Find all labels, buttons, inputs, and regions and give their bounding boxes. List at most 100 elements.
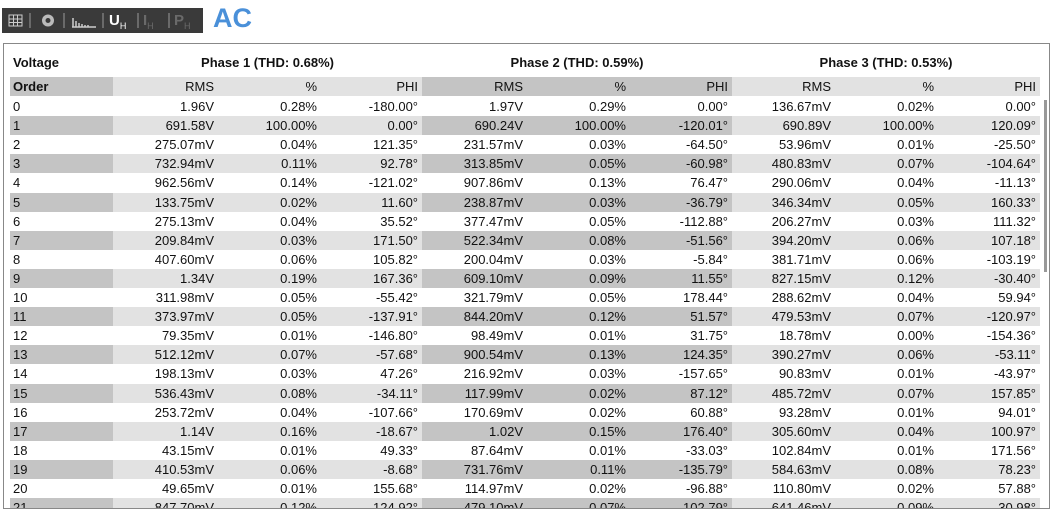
value-cell: -11.13°: [938, 173, 1040, 193]
value-cell: 76.47°: [630, 173, 732, 193]
column-header: RMS: [422, 77, 527, 96]
phase-header: Phase 2 (THD: 0.59%): [510, 55, 644, 70]
value-cell: 0.02%: [218, 192, 321, 212]
value-cell: 0.08%: [835, 459, 938, 479]
order-cell: 16: [10, 402, 113, 422]
value-cell: 11.55°: [630, 268, 732, 288]
value-cell: 732.94mV: [113, 154, 218, 174]
value-cell: 641.46mV: [732, 498, 835, 508]
toolbar-subscript: H: [184, 21, 191, 31]
value-cell: 0.02%: [835, 479, 938, 498]
value-cell: 0.00°: [321, 116, 422, 136]
value-cell: 100.00%: [527, 116, 630, 136]
value-cell: 18.78mV: [732, 326, 835, 346]
value-cell: -53.11°: [938, 345, 1040, 365]
value-cell: 962.56mV: [113, 173, 218, 193]
value-cell: 0.09%: [835, 498, 938, 508]
order-cell: 14: [10, 364, 113, 384]
column-header: PHI: [321, 77, 422, 96]
value-cell: 0.01%: [835, 135, 938, 155]
toolbar-label: P: [174, 12, 185, 29]
toolbar-button[interactable]: PH: [174, 8, 191, 33]
value-cell: -51.56°: [630, 230, 732, 250]
value-cell: 0.05%: [527, 154, 630, 174]
value-cell: 0.01%: [218, 440, 321, 460]
value-cell: 100.97°: [938, 421, 1040, 441]
value-cell: 100.00%: [835, 116, 938, 136]
value-cell: 0.06%: [835, 230, 938, 250]
toolbar-subscript: H: [147, 21, 154, 31]
value-cell: 847.70mV: [113, 498, 218, 508]
value-cell: 0.05%: [527, 288, 630, 307]
value-cell: 512.12mV: [113, 345, 218, 365]
value-cell: -121.02°: [321, 173, 422, 193]
value-cell: 275.07mV: [113, 135, 218, 155]
order-cell: 2: [10, 135, 113, 155]
value-cell: -135.79°: [630, 459, 732, 479]
value-cell: 313.85mV: [422, 154, 527, 174]
value-cell: -43.97°: [938, 364, 1040, 384]
value-cell: 0.06%: [835, 249, 938, 269]
value-cell: 0.02%: [835, 97, 938, 116]
value-cell: -60.98°: [630, 154, 732, 174]
value-cell: 0.08%: [527, 230, 630, 250]
value-cell: 171.56°: [938, 440, 1040, 460]
column-header: RMS: [732, 77, 835, 96]
value-cell: 47.26°: [321, 364, 422, 384]
toolbar-button[interactable]: UH: [109, 8, 126, 33]
column-header: RMS: [113, 77, 218, 96]
value-cell: 0.04%: [835, 173, 938, 193]
value-cell: 0.05%: [218, 288, 321, 307]
value-cell: 49.65mV: [113, 479, 218, 498]
value-cell: 170.69mV: [422, 402, 527, 422]
value-cell: 305.60mV: [732, 421, 835, 441]
table-icon-grid: [9, 15, 22, 26]
value-cell: 100.00%: [218, 116, 321, 136]
value-cell: 231.57mV: [422, 135, 527, 155]
value-cell: -8.68°: [321, 459, 422, 479]
value-cell: 51.57°: [630, 307, 732, 327]
order-cell: 12: [10, 326, 113, 346]
spectrum-icon[interactable]: [72, 18, 96, 28]
value-cell: 0.11%: [218, 154, 321, 174]
value-cell: 410.53mV: [113, 459, 218, 479]
value-cell: 253.72mV: [113, 402, 218, 422]
value-cell: 102.79°: [630, 498, 732, 508]
value-cell: -154.36°: [938, 326, 1040, 346]
value-cell: 0.03%: [527, 135, 630, 155]
table-icon[interactable]: [8, 14, 23, 27]
value-cell: 78.23°: [938, 459, 1040, 479]
value-cell: 209.84mV: [113, 230, 218, 250]
order-cell: 8: [10, 249, 113, 269]
value-cell: 0.12%: [218, 498, 321, 508]
value-cell: 0.03%: [835, 211, 938, 231]
value-cell: 0.00%: [835, 326, 938, 346]
toolbar-button[interactable]: IH: [143, 8, 154, 33]
value-cell: 731.76mV: [422, 459, 527, 479]
value-cell: 584.63mV: [732, 459, 835, 479]
toolbar-subscript: H: [119, 21, 127, 31]
value-cell: -96.88°: [630, 479, 732, 498]
value-cell: 0.19%: [218, 268, 321, 288]
value-cell: -55.42°: [321, 288, 422, 307]
scrollbar[interactable]: [1044, 100, 1047, 272]
order-cell: 10: [10, 288, 113, 307]
order-cell: 0: [10, 97, 113, 116]
order-cell: 9: [10, 268, 113, 288]
value-cell: -180.00°: [321, 97, 422, 116]
value-cell: -107.66°: [321, 402, 422, 422]
value-cell: 844.20mV: [422, 307, 527, 327]
value-cell: 216.92mV: [422, 364, 527, 384]
value-cell: 200.04mV: [422, 249, 527, 269]
value-cell: 0.02%: [527, 402, 630, 422]
value-cell: 321.79mV: [422, 288, 527, 307]
value-cell: 133.75mV: [113, 192, 218, 212]
value-cell: 0.01%: [218, 326, 321, 346]
order-cell: 15: [10, 383, 113, 403]
value-cell: 377.47mV: [422, 211, 527, 231]
value-cell: 31.75°: [630, 326, 732, 346]
phase-header: Phase 3 (THD: 0.53%): [819, 55, 953, 70]
toolbar: UH IH PH: [2, 8, 203, 33]
value-cell: 0.01%: [527, 440, 630, 460]
value-cell: 57.88°: [938, 479, 1040, 498]
